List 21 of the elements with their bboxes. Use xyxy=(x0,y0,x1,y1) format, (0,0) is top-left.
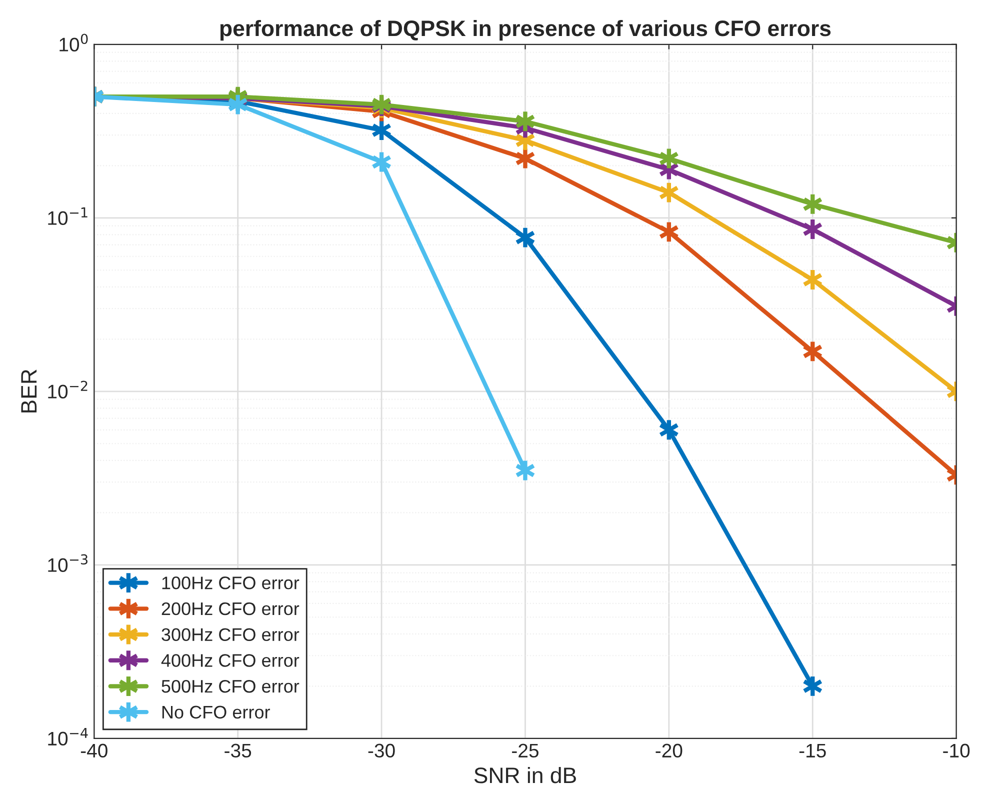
y-tick-label: 10$^{−3}$ xyxy=(48,554,88,572)
legend-label: 300Hz CFO error xyxy=(162,628,300,642)
legend-label: 400Hz CFO error xyxy=(161,654,300,667)
legend-label: No CFO error xyxy=(162,706,270,719)
x-tick-label: -35 xyxy=(224,744,252,758)
x-tick-label: -10 xyxy=(943,744,970,758)
y-tick-label: 10$^{−2}$ xyxy=(48,380,88,398)
y-tick-label: 10$^{−4}$ xyxy=(48,728,88,746)
legend-label: 100Hz CFO error xyxy=(162,576,300,590)
x-tick-label: -25 xyxy=(512,744,538,758)
legend-label: 200Hz CFO error xyxy=(162,602,300,616)
y-tick-label: 10$^{−1}$ xyxy=(48,207,88,225)
chart-title: performance of DQPSK in presence of various CFO errors xyxy=(220,20,831,41)
x-axis-title: SNR in dB xyxy=(474,766,576,784)
x-tick-label: -20 xyxy=(656,744,682,758)
legend-label: 500Hz CFO error xyxy=(162,680,300,693)
x-tick-label: -40 xyxy=(80,744,108,758)
y-axis-title: BER xyxy=(21,370,37,412)
x-tick-label: -15 xyxy=(799,744,826,758)
x-tick-label: -30 xyxy=(368,744,395,758)
y-tick-label: 10$^{0}$ xyxy=(60,34,88,52)
